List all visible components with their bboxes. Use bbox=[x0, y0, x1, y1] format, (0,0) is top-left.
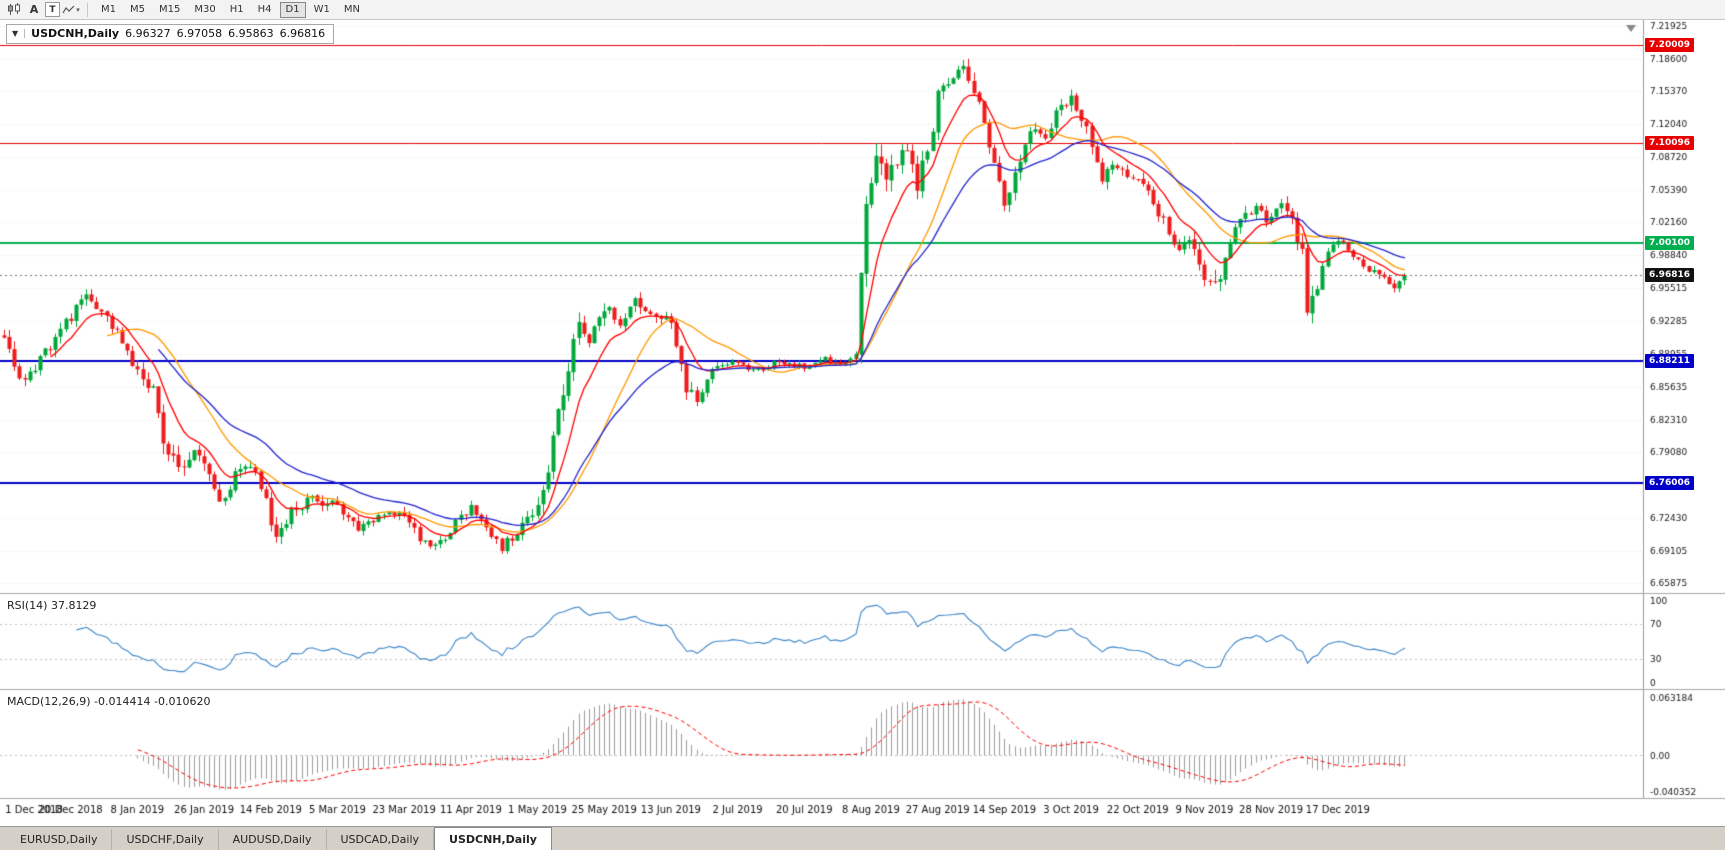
hline-price-badge[interactable]: 7.10096 bbox=[1645, 136, 1694, 150]
timeframe-button-h4[interactable]: H4 bbox=[257, 3, 272, 15]
hline-price-badge[interactable]: 6.76006 bbox=[1645, 476, 1694, 490]
chart-tab-usdcad-daily[interactable]: USDCAD,Daily bbox=[327, 829, 435, 850]
timeframe-button-d1[interactable]: D1 bbox=[279, 1, 306, 18]
current-price-badge: 6.96816 bbox=[1645, 268, 1694, 282]
ohlc-close: 6.96816 bbox=[279, 27, 326, 40]
text-tool-button[interactable]: T bbox=[45, 2, 60, 17]
font-tool-button[interactable]: A bbox=[29, 3, 39, 16]
timeframe-button-m15[interactable]: M15 bbox=[159, 3, 181, 15]
chart-area: ▼ USDCNH,Daily 6.96327 6.97058 6.95863 6… bbox=[0, 20, 1725, 826]
chart-tab-audusd-daily[interactable]: AUDUSD,Daily bbox=[219, 829, 327, 850]
ohlc-open: 6.96327 bbox=[125, 27, 171, 40]
price-chart-canvas[interactable] bbox=[0, 20, 1725, 826]
symbol-name: USDCNH,Daily bbox=[31, 27, 120, 40]
rsi-indicator-label: RSI(14) 37.8129 bbox=[7, 599, 97, 612]
chart-tab-bar: EURUSD,Daily USDCHF,Daily AUDUSD,Daily USDC… bbox=[0, 826, 1725, 850]
timeframe-button-h1[interactable]: H1 bbox=[229, 3, 244, 15]
hline-price-badge[interactable]: 7.00100 bbox=[1645, 236, 1694, 250]
collapse-arrow-icon[interactable]: ▼ bbox=[12, 29, 26, 38]
chart-tab-usdchf-daily[interactable]: USDCHF,Daily bbox=[112, 829, 219, 850]
toolbar: A T ▾ M1 M5 M15 M30 H1 H4 D1 W1 MN bbox=[0, 0, 1725, 20]
caret-down-icon: ▾ bbox=[76, 5, 80, 14]
line-style-tool-button[interactable]: ▾ bbox=[62, 2, 80, 18]
timeframe-button-m5[interactable]: M5 bbox=[130, 3, 145, 15]
hline-price-badge[interactable]: 7.20009 bbox=[1645, 38, 1694, 52]
candlestick-chart-icon bbox=[8, 3, 20, 15]
toolbar-separator bbox=[87, 2, 88, 17]
timeframe-button-mn[interactable]: MN bbox=[343, 3, 360, 15]
symbol-title: ▼ USDCNH,Daily 6.96327 6.97058 6.95863 6… bbox=[6, 24, 335, 44]
ohlc-low: 6.95863 bbox=[228, 27, 274, 40]
ohlc-high: 6.97058 bbox=[176, 27, 223, 40]
timeframe-button-m1[interactable]: M1 bbox=[101, 3, 116, 15]
macd-indicator-label: MACD(12,26,9) -0.014414 -0.010620 bbox=[7, 695, 211, 708]
timeframe-button-m30[interactable]: M30 bbox=[194, 3, 216, 15]
chart-tab-usdcnh-daily[interactable]: USDCNH,Daily bbox=[434, 827, 552, 850]
zigzag-icon bbox=[62, 5, 75, 13]
chart-tab-eurusd-daily[interactable]: EURUSD,Daily bbox=[6, 829, 113, 850]
timeframe-group: M1 M5 M15 M30 H1 H4 D1 W1 MN bbox=[94, 1, 367, 18]
candlestick-chart-button[interactable] bbox=[5, 2, 23, 18]
hline-price-badge[interactable]: 6.88211 bbox=[1645, 354, 1694, 368]
timeframe-button-w1[interactable]: W1 bbox=[313, 3, 330, 15]
